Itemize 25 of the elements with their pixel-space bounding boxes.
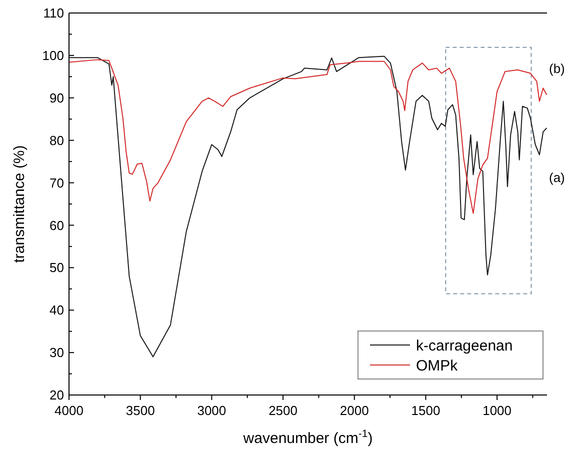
y-tick-label: 50 [50,260,64,276]
text: (b) [549,60,565,76]
y-tick-label: 40 [50,302,64,318]
x-tick-label: 4000 [54,403,84,418]
x-axis-title: wavenumber (cm$^{-1}$) [242,428,373,447]
y-tick-label: 80 [50,132,64,148]
x-tick-label: 3500 [126,403,155,418]
y-axis-title: transmittance (%) [11,145,28,263]
x-tick-label: 3000 [197,403,226,418]
line-series [68,56,548,358]
y-tick-label: 30 [50,345,64,360]
y-tick-label: 110 [43,6,64,21]
line-series [68,59,548,214]
y-tick-label: 90 [50,90,64,106]
x-tick-label: 1500 [411,403,440,418]
x-tick-label: 2000 [340,403,369,418]
x-tick-label: 2500 [268,403,298,418]
y-tick-label: 100 [42,48,64,63]
text: (a) [549,170,565,185]
legend-label: OMPk [416,357,458,374]
y-tick-label: 20 [50,388,64,403]
y-tick-label: 70 [50,175,64,190]
y-tick-label: 60 [50,218,64,233]
x-tick-label: 1000 [482,403,512,418]
legend-label: k-carrageenan [416,337,513,354]
